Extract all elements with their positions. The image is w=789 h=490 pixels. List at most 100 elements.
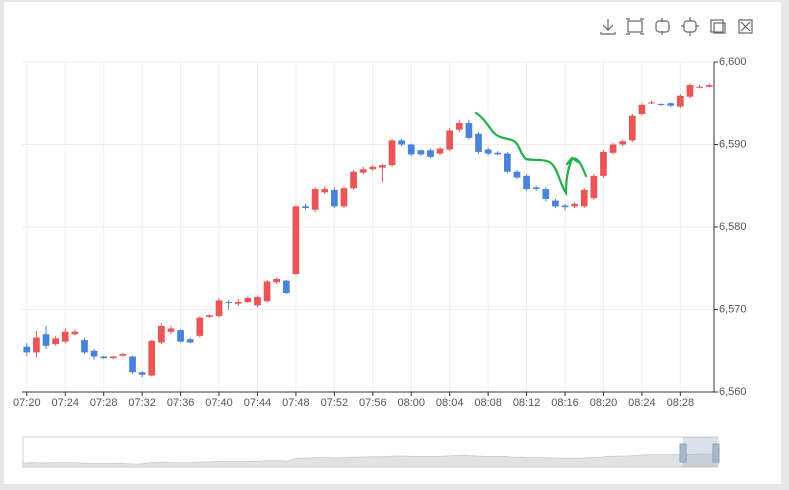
candle-body (628, 115, 636, 141)
y-tick-label: 6,580 (719, 221, 747, 233)
candle-body (667, 103, 675, 106)
panel (4, 2, 781, 484)
restore-icon[interactable] (681, 17, 699, 36)
plot-area: 6,560 6,570 6,580 6,590 6,600 07:20 07:24 07:28… (13, 56, 746, 409)
candle-body (619, 141, 627, 145)
candle-body (302, 206, 309, 209)
candle-body (705, 85, 713, 87)
zoom-handle[interactable] (712, 443, 720, 463)
candle-body (379, 165, 386, 168)
candle-body (417, 150, 425, 155)
candle-body (129, 356, 136, 373)
x-tick-label: 07:52 (321, 397, 349, 409)
candle-body (369, 166, 377, 170)
candle-body (407, 144, 415, 155)
toolbox (600, 17, 753, 36)
candle-body (90, 350, 98, 357)
x-tick-label: 07:48 (282, 397, 310, 409)
data-view-icon[interactable] (710, 19, 726, 34)
candle-body (503, 153, 511, 172)
x-tick-label: 08:16 (551, 397, 579, 409)
data-zoom[interactable] (22, 436, 720, 468)
candle-body (465, 123, 473, 138)
x-tick-label: 07:40 (205, 397, 233, 409)
candle-body (61, 331, 69, 342)
candle-body (571, 203, 579, 207)
candle-body (263, 281, 271, 302)
candle-body (427, 150, 434, 157)
zoom-handle[interactable] (679, 443, 687, 463)
x-tick-label: 07:24 (51, 397, 79, 409)
x-tick-label: 08:12 (513, 397, 541, 409)
candle-body (177, 330, 184, 342)
candle-body (157, 326, 165, 343)
y-tick-label: 6,590 (719, 138, 747, 150)
x-tick-label: 08:08 (474, 397, 502, 409)
candle-body (359, 169, 367, 173)
candle-body (532, 187, 540, 190)
x-tick-label: 07:20 (13, 397, 41, 409)
candle-body (494, 152, 502, 155)
candle-body (638, 104, 646, 114)
candle-body (609, 144, 617, 153)
candle-body (33, 337, 40, 353)
candle-body (330, 189, 338, 207)
candle-body (600, 151, 607, 176)
candle-body (590, 175, 598, 199)
x-tick-label: 07:36 (167, 397, 195, 409)
x-tick-label: 08:00 (397, 397, 425, 409)
candle-body (23, 346, 31, 353)
x-tick-label: 07:28 (90, 397, 118, 409)
x-tick-label: 07:32 (128, 397, 156, 409)
save-icon[interactable] (600, 19, 616, 35)
candle-body (234, 302, 242, 304)
candle-body (52, 338, 60, 345)
candle-body (561, 205, 569, 208)
x-tick-label: 08:20 (590, 397, 618, 409)
candle-body (273, 278, 281, 283)
candle-body (138, 372, 146, 375)
candle-body (436, 148, 444, 154)
candle-body (686, 85, 694, 97)
zoom-preview (22, 453, 719, 468)
candle-body (696, 86, 703, 88)
candle-body (186, 339, 194, 343)
candle-body (580, 189, 588, 207)
y-tick-label: 6,560 (719, 386, 747, 398)
x-tick-label: 08:28 (667, 397, 695, 409)
candle-body (71, 331, 79, 335)
candle-body (648, 102, 655, 104)
annotation-stroke (474, 111, 588, 197)
candle-body (513, 171, 521, 178)
candle-body (215, 300, 223, 317)
zoom-icon[interactable] (626, 18, 644, 35)
candle-body (388, 140, 396, 166)
candle-body (475, 133, 482, 152)
x-tick-label: 07:44 (244, 397, 272, 409)
candle-body (523, 175, 530, 190)
candle-body (455, 123, 463, 130)
candle-body (398, 140, 406, 145)
x-tick-label: 08:24 (628, 397, 656, 409)
candle-body (282, 280, 290, 293)
candle-body (109, 356, 117, 359)
brush-icon[interactable] (738, 19, 753, 34)
x-tick-label: 08:04 (436, 397, 464, 409)
candle-body (657, 104, 665, 106)
candle-body (676, 95, 684, 107)
candle-body (100, 356, 108, 359)
candle-body (254, 297, 261, 306)
zoom-back-icon[interactable] (655, 18, 670, 35)
zoom-window (683, 437, 717, 467)
candle-body (552, 200, 559, 207)
candle-body (321, 189, 329, 193)
candle-body (311, 189, 319, 210)
candle-body (167, 328, 175, 332)
y-tick-label: 6,600 (719, 56, 747, 68)
candle-body (244, 297, 252, 303)
candle-body (119, 354, 127, 356)
candle-body (42, 334, 50, 346)
candle-body (446, 130, 454, 150)
